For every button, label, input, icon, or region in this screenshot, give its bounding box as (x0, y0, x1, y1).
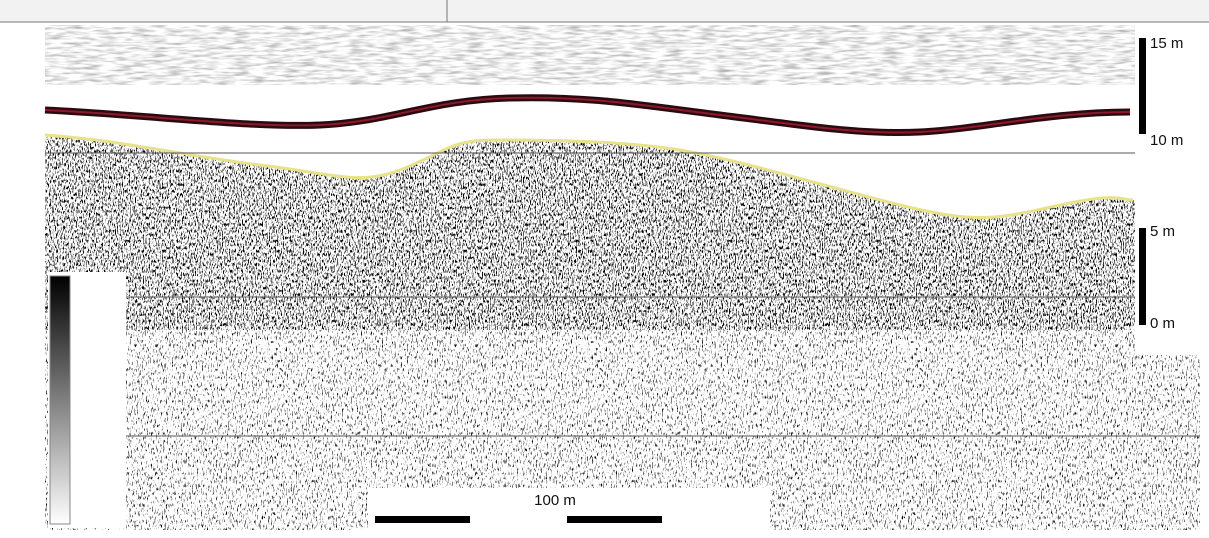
scale-label: 15 m (1150, 35, 1183, 52)
seismic-profile: 15 m 10 m 5 m 0 m 100 m (0, 0, 1209, 533)
hscale-bar (567, 516, 662, 523)
scale-label: 5 m (1150, 223, 1175, 240)
sediment (45, 130, 1200, 530)
scale-bar (1139, 38, 1146, 134)
scale-bar (1139, 228, 1146, 325)
colorbar (50, 276, 70, 524)
scale-label: 10 m (1150, 132, 1183, 149)
hscale-bar (375, 516, 470, 523)
hscale-label: 100 m (534, 492, 576, 509)
scale-panel (1135, 25, 1209, 355)
top-ruler (0, 0, 1209, 22)
scale-label: 0 m (1150, 315, 1175, 332)
water-haze (45, 25, 1135, 85)
page: 15 m 10 m 5 m 0 m 100 m (() => { const d… (0, 0, 1209, 533)
